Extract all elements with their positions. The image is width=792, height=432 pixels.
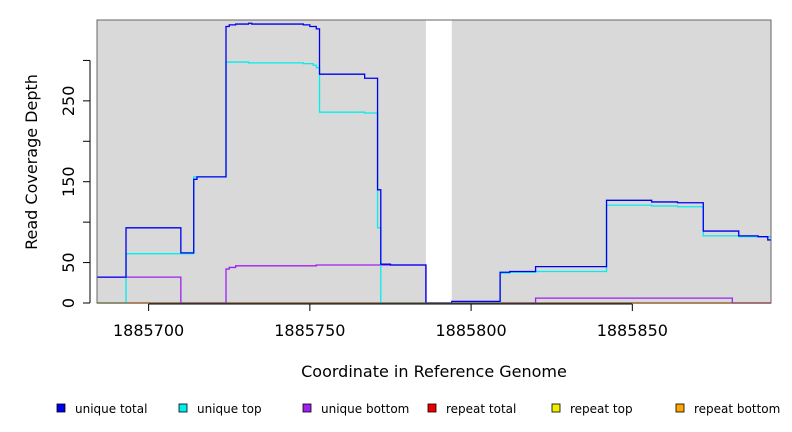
legend: unique total unique top unique bottom repea… [56,402,780,416]
legend-label-repeat-top: repeat top [570,402,633,416]
series-line-unique-top [97,61,771,304]
legend-swatch-repeat-bottom [675,403,685,413]
series-line-unique-total [97,22,771,304]
legend-swatch-repeat-total [427,403,437,413]
series-line-unique-bottom [97,264,771,304]
x-tick-label: 1885800 [435,321,506,340]
legend-swatch-repeat-top [551,403,561,413]
legend-label-repeat-total: repeat total [446,402,516,416]
legend-label-unique-top: unique top [197,402,262,416]
legend-label-unique-total: unique total [75,402,147,416]
plot-gap [425,19,452,304]
legend-swatch-unique-total [56,403,66,413]
y-tick-label: 50 [59,252,78,272]
y-tick-label: 0 [59,298,78,308]
legend-label-unique-bottom: unique bottom [321,402,409,416]
x-tick-label: 1885850 [597,321,668,340]
x-axis-title: Coordinate in Reference Genome [301,362,567,381]
axes-layer: 1885700 1885750 1885800 1885850 0 50 150 250 [59,59,668,340]
legend-swatch-unique-bottom [302,403,312,413]
legend-swatch-unique-top [178,403,188,413]
x-tick-label: 1885750 [274,321,345,340]
legend-label-repeat-bottom: repeat bottom [694,402,780,416]
y-axis-title: Read Coverage Depth [22,74,41,250]
plot-frame [96,19,772,304]
x-tick-label: 1885700 [113,321,184,340]
y-tick-label: 150 [59,166,78,197]
y-tick-label: 250 [59,86,78,117]
